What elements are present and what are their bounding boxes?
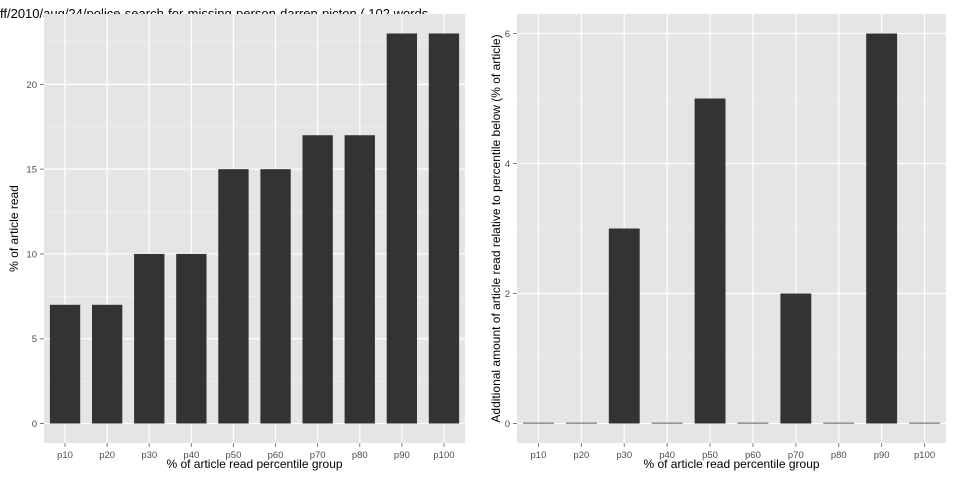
bar-p20 xyxy=(565,422,597,424)
bar-p10 xyxy=(49,304,81,424)
bar-p60 xyxy=(737,422,769,424)
bar-p50 xyxy=(218,169,249,424)
x-tick-label: p40 xyxy=(659,450,675,461)
bar-p20 xyxy=(91,304,123,424)
bar-p90 xyxy=(386,33,418,424)
bar-p70 xyxy=(302,135,333,424)
y-axis-label: % of article read xyxy=(7,185,21,272)
bar-p90 xyxy=(866,33,898,424)
x-tick-label: p50 xyxy=(702,450,718,461)
x-tick-label: p100 xyxy=(433,450,454,461)
x-tick-label: p70 xyxy=(310,450,326,461)
x-tick-label: p70 xyxy=(788,450,804,461)
x-tick-label: p30 xyxy=(616,450,632,461)
x-axis-label: % of article read percentile group xyxy=(643,457,819,471)
bar-p70 xyxy=(780,293,812,424)
chart-panel-1: 0 5 10 15 20 p10 p20 p30 p40 p50 p60 p70 p80 p90 p100%… xyxy=(7,14,465,471)
x-axis-label: % of article read percentile group xyxy=(166,457,342,471)
x-tick-label: p20 xyxy=(99,450,115,461)
chart-panel-2: 0 2 4 6 p10 p20 p30 p40 p50 p60 p70 p80 p90 p100 % of … xyxy=(489,14,946,471)
bar-p100 xyxy=(428,33,460,424)
y-tick-label: 5 xyxy=(32,334,37,345)
y-tick-label: 10 xyxy=(26,249,37,260)
bar-p60 xyxy=(260,169,291,424)
x-tick-label: p60 xyxy=(745,450,761,461)
y-tick-label: 0 xyxy=(505,419,510,430)
bar-p30 xyxy=(608,228,640,424)
x-tick-label: p80 xyxy=(831,450,847,461)
bar-p40 xyxy=(651,422,683,424)
x-tick-label: p100 xyxy=(914,450,935,461)
x-tick-label: p90 xyxy=(394,450,410,461)
bar-p80 xyxy=(344,135,375,424)
y-tick-label: 4 xyxy=(505,159,510,170)
y-axis-label: Additional amount of article read relati… xyxy=(489,34,503,422)
y-tick-label: 6 xyxy=(505,29,510,40)
bar-p10 xyxy=(523,422,554,424)
bar-p40 xyxy=(176,253,207,424)
x-tick-label: p10 xyxy=(531,450,547,461)
x-tick-label: p40 xyxy=(183,450,199,461)
bar-p80 xyxy=(823,422,855,424)
x-tick-label: p80 xyxy=(352,450,368,461)
y-tick-label: 2 xyxy=(505,289,510,300)
bar-p100 xyxy=(909,422,940,424)
y-tick-label: 0 xyxy=(32,419,37,430)
x-tick-label: p90 xyxy=(874,450,890,461)
x-tick-label: p10 xyxy=(57,450,73,461)
y-tick-label: 20 xyxy=(26,80,37,91)
x-tick-label: p60 xyxy=(268,450,284,461)
bar-p50 xyxy=(694,98,726,424)
x-tick-label: p20 xyxy=(573,450,589,461)
x-tick-label: p30 xyxy=(141,450,157,461)
x-tick-label: p50 xyxy=(226,450,242,461)
y-tick-label: 15 xyxy=(26,165,37,176)
bar-p30 xyxy=(134,253,165,424)
